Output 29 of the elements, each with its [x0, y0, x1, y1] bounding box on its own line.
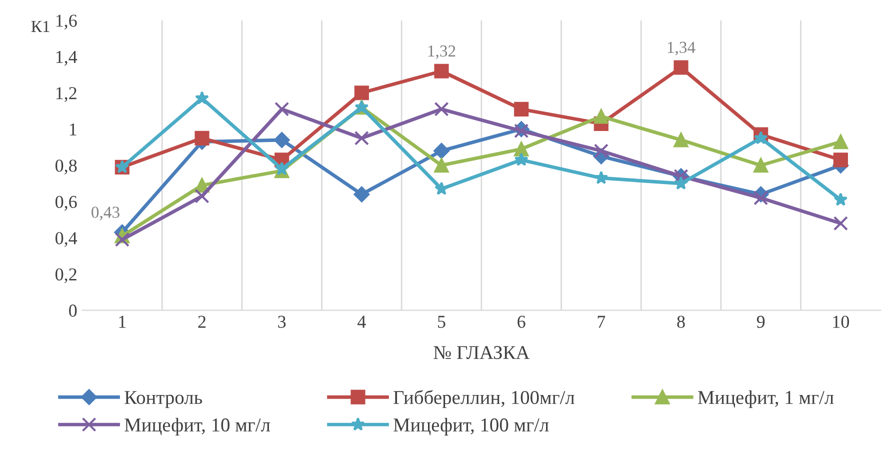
x-tick-label: 10	[833, 316, 850, 328]
x-tick-label: 1	[119, 316, 126, 328]
x-axis-title: № ГЛАЗКА	[434, 346, 530, 360]
legend-label: Контроль	[124, 391, 202, 408]
x-tick-label: 9	[756, 316, 765, 328]
data-label: 1,32	[428, 45, 456, 60]
x-tick-label: 3	[278, 316, 286, 328]
legend-label: Мицефит, 10 мг/л	[124, 418, 270, 436]
legend-label: Гиббереллин, 100мг/л	[394, 390, 574, 408]
y-tick-label: 0,2	[56, 268, 76, 284]
y-tick-label: 1,4	[56, 50, 78, 66]
x-tick-label: 8	[677, 316, 685, 328]
y-tick-label: 0,4	[56, 232, 78, 247]
y-axis-title: К1	[31, 20, 50, 32]
data-label: 1,34	[668, 42, 696, 56]
y-tick-label: 0,6	[56, 196, 77, 211]
x-tick-label: 2	[198, 316, 206, 328]
x-tick-label: 7	[598, 316, 606, 328]
x-tick-label: 5	[438, 316, 446, 328]
data-label: 0,43	[92, 206, 120, 220]
legend-label: Мицефит, 1 мг/л	[698, 390, 834, 408]
y-tick-label: 1	[70, 123, 76, 136]
x-tick-label: 6	[518, 316, 526, 328]
y-tick-label: 0	[69, 304, 77, 317]
y-tick-label: 1,2	[56, 87, 76, 102]
y-tick-label: 0,8	[56, 160, 77, 174]
y-tick-label: 1,6	[56, 14, 77, 30]
legend-label: Мицефит, 100 мг/л	[394, 418, 549, 436]
x-tick-label: 4	[358, 316, 366, 328]
